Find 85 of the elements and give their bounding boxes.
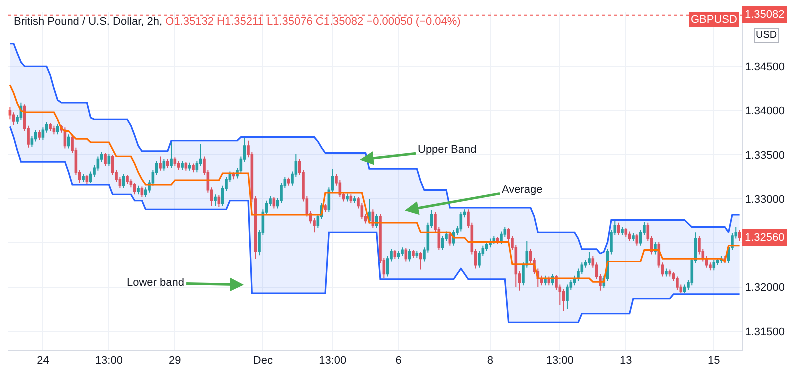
candlestick: [621, 226, 624, 236]
candlestick: [181, 160, 184, 170]
candlestick: [441, 236, 444, 251]
y-tick-label: 1.31500: [745, 326, 785, 338]
x-tick-label: 13:00: [95, 355, 123, 368]
candlestick: [162, 158, 166, 172]
candlestick: [408, 248, 412, 262]
candlestick: [394, 250, 397, 260]
candlestick: [56, 124, 60, 136]
candlestick: [67, 134, 70, 150]
candlestick: [126, 174, 129, 185]
annotation: Upper Band: [418, 144, 477, 156]
candlestick: [52, 125, 56, 136]
text: USD: [756, 30, 778, 41]
candlestick: [218, 195, 221, 208]
candlestick: [287, 177, 290, 186]
x-tick-label: 13:00: [546, 355, 574, 368]
candlestick: [214, 194, 217, 207]
ref-line-label: 1.35082: [745, 9, 785, 21]
candlestick: [412, 250, 415, 259]
line-series: [9, 42, 741, 255]
candlestick: [324, 204, 327, 213]
candlestick: [122, 174, 126, 189]
x-tick-label: 13:00: [319, 355, 347, 368]
candlestick: [192, 163, 195, 174]
candlestick: [632, 233, 635, 242]
candlestick: [712, 259, 716, 272]
candlestick: [188, 162, 192, 172]
candlestick: [617, 222, 620, 236]
candlestick: [159, 156, 162, 172]
candlestick: [397, 250, 400, 260]
candlestick: [350, 194, 353, 204]
candlestick: [368, 198, 371, 224]
x-tick-label: Dec: [253, 355, 274, 368]
candlestick: [272, 196, 276, 210]
candlestick: [86, 174, 89, 185]
candlestick: [404, 248, 408, 262]
candlestick: [665, 268, 668, 278]
candlestick: [624, 228, 628, 238]
candlestick: [140, 186, 144, 198]
annotation: GBPUSD: [691, 14, 738, 26]
candlestick: [166, 158, 170, 169]
y-tick-label: 1.34000: [745, 106, 785, 118]
candlestick: [346, 193, 349, 202]
y-tick-label: 1.33000: [745, 194, 785, 206]
candlestick: [137, 185, 140, 196]
candlestick: [419, 252, 422, 270]
line-series: [9, 126, 741, 324]
y-tick-label: 1.33500: [745, 150, 785, 162]
annotation: Average: [502, 184, 543, 196]
candlestick: [676, 276, 679, 290]
candlestick: [668, 269, 672, 278]
x-tick-label: 13: [620, 355, 632, 368]
x-tick-label: 24: [37, 355, 50, 368]
candlestick: [177, 160, 180, 170]
candlestick: [588, 252, 591, 266]
candlestick: [683, 284, 686, 294]
x-tick-label: 29: [169, 355, 182, 368]
candlestick: [460, 212, 463, 232]
x-tick-label: 8: [487, 355, 494, 368]
candlestick: [38, 130, 41, 140]
candlestick: [636, 234, 639, 246]
x-tick-label: 6: [396, 355, 402, 368]
y-tick-label: 1.34500: [745, 62, 785, 74]
candlestick: [184, 162, 188, 172]
annotation: Lower band: [127, 277, 184, 289]
candlestick: [104, 152, 107, 167]
candlestick: [566, 284, 569, 310]
text: 1.32560: [745, 232, 785, 244]
candlestick: [174, 157, 177, 167]
candlestick: [628, 231, 632, 242]
candlestick: [82, 174, 85, 183]
x-tick-label: 15: [708, 355, 720, 368]
candlestick: [416, 250, 419, 259]
chart-subtitle: O1.35132 H1.35211 L1.35076 C1.35082 −0.00050 (−0.04%): [166, 16, 461, 28]
candlestick: [108, 154, 111, 167]
candlestick: [562, 288, 566, 312]
chart-title: British Pound / U.S. Dollar, 2h,: [14, 16, 163, 28]
candlestick: [353, 196, 356, 204]
candlestick: [401, 247, 404, 257]
candlestick: [133, 182, 136, 196]
candlestick: [49, 122, 52, 132]
y-tick-label: 1.32000: [745, 282, 785, 294]
candlestick: [170, 140, 173, 169]
candlestick: [500, 231, 503, 245]
